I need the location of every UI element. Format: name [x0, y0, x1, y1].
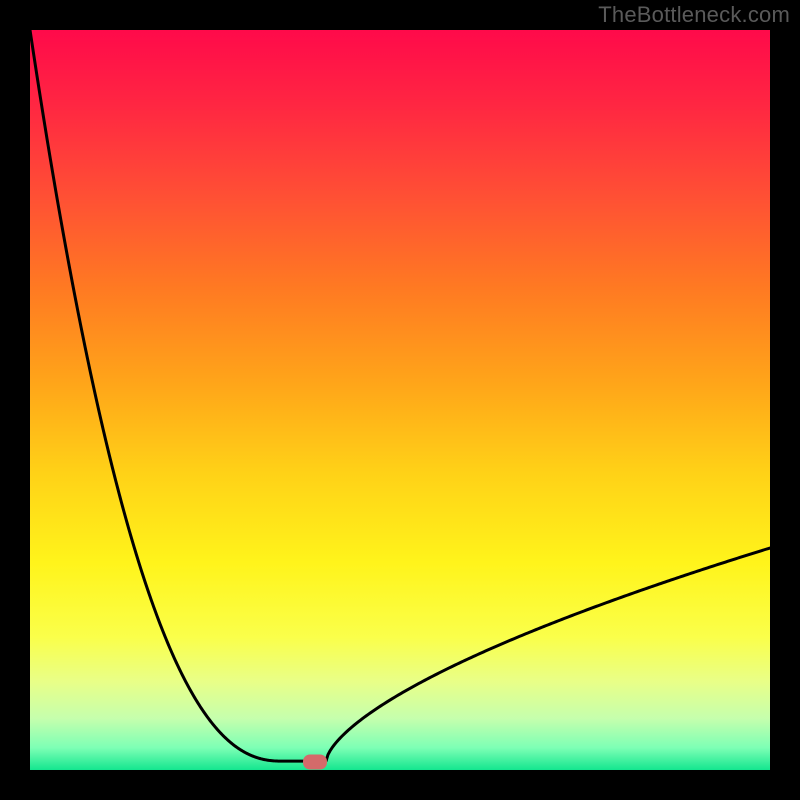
plot-area	[30, 30, 770, 770]
optimal-point-marker	[303, 754, 327, 769]
bottleneck-curve	[30, 30, 770, 770]
chart-frame: TheBottleneck.com	[0, 0, 800, 800]
watermark-text: TheBottleneck.com	[598, 2, 790, 28]
